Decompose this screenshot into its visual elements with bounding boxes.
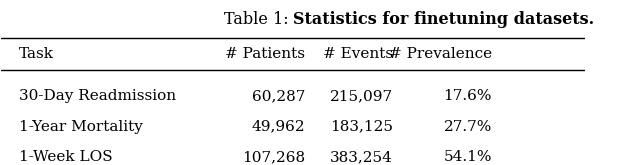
Text: 49,962: 49,962 [252,120,305,134]
Text: 30-Day Readmission: 30-Day Readmission [19,89,176,103]
Text: 1-Week LOS: 1-Week LOS [19,150,113,164]
Text: 17.6%: 17.6% [444,89,492,103]
Text: 383,254: 383,254 [330,150,393,164]
Text: Statistics for finetuning datasets.: Statistics for finetuning datasets. [293,11,595,28]
Text: 183,125: 183,125 [330,120,393,134]
Text: 60,287: 60,287 [252,89,305,103]
Text: 1-Year Mortality: 1-Year Mortality [19,120,143,134]
Text: 54.1%: 54.1% [444,150,492,164]
Text: # Patients: # Patients [225,47,305,61]
Text: 107,268: 107,268 [242,150,305,164]
Text: 215,097: 215,097 [330,89,393,103]
Text: Task: Task [19,47,54,61]
Text: # Prevalence: # Prevalence [389,47,492,61]
Text: 27.7%: 27.7% [444,120,492,134]
Text: # Events: # Events [323,47,393,61]
Text: Table 1:: Table 1: [224,11,293,28]
